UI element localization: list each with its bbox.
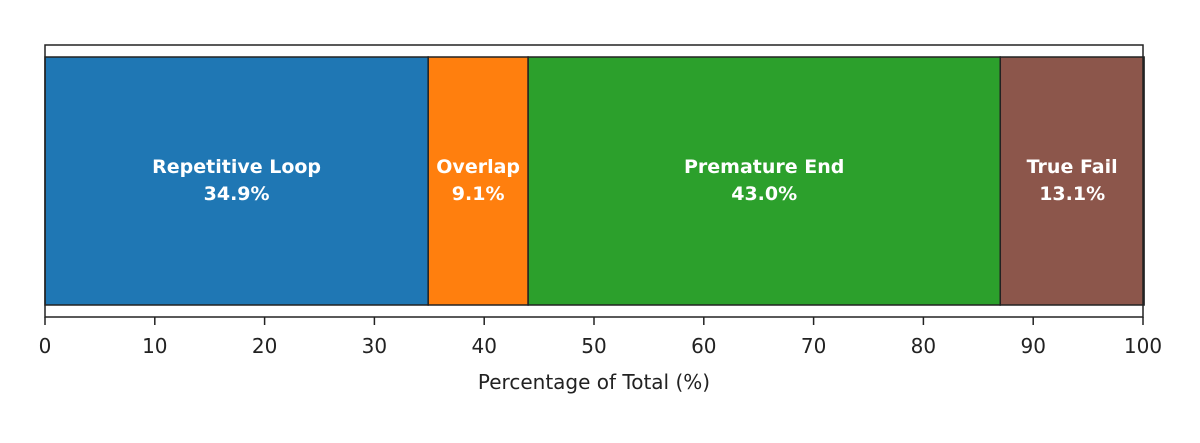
segment-percent-label: 9.1% [452,183,505,205]
bar-segment-repetitive-loop [44,56,429,306]
segment-labels-layer: Repetitive Loop 34.9% Overlap 9.1% Premature… [152,156,1118,205]
x-tick-label: 60 [691,334,716,358]
segment-name-label: True Fail [1027,156,1118,178]
segment-name-label: Overlap [436,156,520,178]
x-tick-label: 20 [252,334,277,358]
bar-segment-true-fail [999,56,1145,306]
x-tick-label: 0 [39,334,52,358]
segment-percent-label: 13.1% [1039,183,1105,205]
segment-percent-label: 43.0% [731,183,797,205]
x-tick-label: 80 [911,334,936,358]
x-axis-label: Percentage of Total (%) [478,370,710,394]
x-tick-label: 70 [801,334,826,358]
x-tick-label: 30 [362,334,387,358]
x-tick-label: 90 [1020,334,1045,358]
x-tick-label: 40 [471,334,496,358]
segment-percent-label: 34.9% [204,183,270,205]
segment-name-label: Premature End [684,156,844,178]
bars-layer [44,56,1145,306]
bar-segment-overlap [427,56,529,306]
x-tick-label: 50 [581,334,606,358]
x-tick-label: 100 [1124,334,1162,358]
segment-name-label: Repetitive Loop [152,156,321,178]
bar-segment-premature-end [527,56,1002,306]
x-axis-ticks: 0 10 20 30 40 50 60 70 80 90 100 [39,317,1162,358]
x-tick-label: 10 [142,334,167,358]
